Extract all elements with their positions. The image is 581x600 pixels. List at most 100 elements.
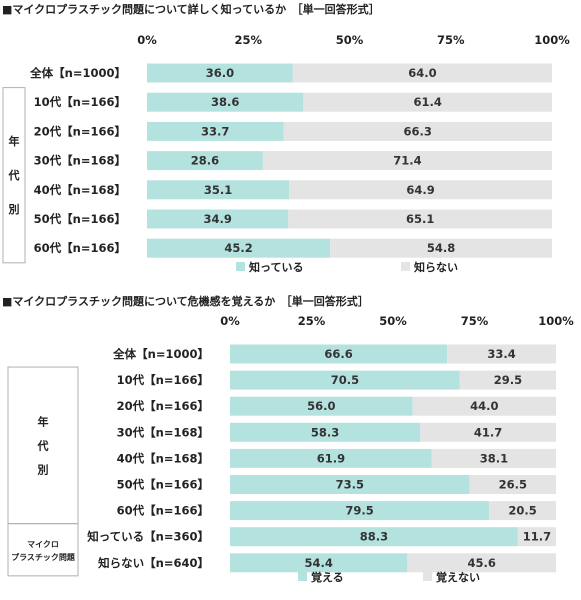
x-tick-label: 25% bbox=[234, 33, 262, 47]
data-label: 64.9 bbox=[406, 183, 434, 197]
category-label: 40代【n=168】 bbox=[34, 183, 126, 197]
chart-2: ■マイクロプラスチック問題について危機感を覚えるか ［単一回答形式］ 0% 25% 5… bbox=[2, 294, 574, 584]
bar-segment bbox=[412, 396, 556, 416]
x-tick-label: 100% bbox=[538, 314, 574, 328]
data-label: 66.3 bbox=[404, 124, 432, 138]
bar-segment bbox=[420, 422, 556, 442]
bar-segment bbox=[407, 553, 556, 573]
data-label: 41.7 bbox=[474, 425, 502, 439]
data-label: 38.1 bbox=[480, 451, 508, 465]
category-label: 60代【n=166】 bbox=[117, 504, 209, 518]
category-label: 全体【n=1000】 bbox=[29, 66, 126, 80]
bar-segment bbox=[147, 238, 331, 258]
data-label: 61.4 bbox=[413, 95, 441, 109]
data-label: 71.4 bbox=[393, 154, 421, 168]
data-label: 66.6 bbox=[324, 347, 352, 361]
category-label: 30代【n=168】 bbox=[117, 425, 209, 439]
data-label: 56.0 bbox=[307, 399, 335, 413]
bar-segment bbox=[469, 475, 556, 494]
data-label: 34.9 bbox=[203, 212, 231, 226]
category-label: 10代【n=166】 bbox=[34, 95, 126, 109]
data-label: 38.6 bbox=[211, 95, 239, 109]
data-label: 11.7 bbox=[523, 530, 551, 544]
bar-segment bbox=[230, 527, 518, 547]
x-tick-label: 25% bbox=[298, 314, 326, 328]
category-label: 全体【n=1000】 bbox=[112, 347, 209, 361]
data-label: 28.6 bbox=[191, 154, 219, 168]
bar-segment bbox=[230, 422, 421, 442]
legend-swatch bbox=[423, 572, 432, 581]
bar-segment bbox=[489, 501, 556, 521]
bar-segment bbox=[447, 344, 556, 364]
category-label: 30代【n=168】 bbox=[34, 154, 126, 168]
data-label: 45.2 bbox=[224, 241, 252, 255]
group-label: 別 bbox=[8, 202, 20, 216]
category-label: 40代【n=168】 bbox=[117, 451, 209, 465]
chart-title: ■マイクロプラスチック問題について危機感を覚えるか ［単一回答形式］ bbox=[2, 294, 369, 308]
data-label: 70.5 bbox=[331, 373, 359, 387]
category-label: 知らない【n=640】 bbox=[97, 556, 209, 570]
data-label: 58.3 bbox=[311, 425, 339, 439]
bar-segment bbox=[288, 209, 552, 229]
bar-segment bbox=[262, 151, 552, 171]
bar-segment bbox=[147, 92, 304, 112]
bar-segment bbox=[230, 396, 413, 416]
chart-1: ■マイクロプラスチック問題について詳しく知っているか ［単一回答形式］ 0% 25%… bbox=[2, 2, 570, 274]
group-label: 代 bbox=[8, 168, 20, 182]
legend-swatch bbox=[298, 572, 307, 581]
chart-title: ■マイクロプラスチック問題について詳しく知っているか ［単一回答形式］ bbox=[2, 2, 380, 16]
bar-segment bbox=[289, 180, 552, 200]
group-box bbox=[7, 523, 79, 577]
legend-swatch bbox=[401, 262, 410, 271]
bar-segment bbox=[330, 238, 552, 258]
data-label: 20.5 bbox=[508, 504, 536, 518]
x-tick-label: 0% bbox=[220, 314, 240, 328]
data-label: 33.7 bbox=[201, 124, 229, 138]
category-label: 60代【n=166】 bbox=[34, 241, 126, 255]
data-label: 79.5 bbox=[345, 504, 373, 518]
legend-label: 覚えない bbox=[435, 570, 480, 584]
data-label: 88.3 bbox=[360, 530, 388, 544]
bar-segment bbox=[517, 527, 556, 547]
legend-label: 知っている bbox=[248, 260, 303, 274]
data-label: 26.5 bbox=[499, 478, 527, 492]
category-label: 50代【n=166】 bbox=[34, 212, 126, 226]
bar-segment bbox=[230, 448, 432, 468]
group-label: プラスチック問題 bbox=[11, 552, 76, 562]
x-tick-label: 50% bbox=[379, 314, 407, 328]
data-label: 54.8 bbox=[427, 241, 455, 255]
data-label: 36.0 bbox=[206, 66, 234, 80]
bar-segment bbox=[147, 209, 289, 229]
x-tick-label: 50% bbox=[336, 33, 364, 47]
data-label: 45.6 bbox=[467, 556, 495, 570]
bar-segment bbox=[230, 553, 408, 573]
group-label: 年 bbox=[38, 414, 49, 428]
x-tick-label: 0% bbox=[137, 33, 157, 47]
category-label: 知っている【n=360】 bbox=[86, 530, 209, 544]
data-label: 65.1 bbox=[406, 212, 434, 226]
data-label: 35.1 bbox=[204, 183, 232, 197]
category-label: 50代【n=166】 bbox=[117, 478, 209, 492]
bar-segment bbox=[459, 370, 556, 390]
bar-segment bbox=[303, 92, 552, 112]
data-label: 61.9 bbox=[317, 451, 345, 465]
data-label: 33.4 bbox=[487, 347, 515, 361]
bar-segment bbox=[147, 121, 284, 141]
bar-segment bbox=[292, 63, 552, 83]
category-label: 20代【n=166】 bbox=[34, 124, 126, 138]
bar-segment bbox=[230, 344, 448, 364]
data-label: 54.4 bbox=[304, 556, 332, 570]
data-label: 64.0 bbox=[408, 66, 436, 80]
x-tick-label: 75% bbox=[437, 33, 465, 47]
bar-segment bbox=[431, 448, 556, 468]
x-tick-label: 75% bbox=[461, 314, 489, 328]
bar-segment bbox=[230, 370, 460, 390]
bar-segment bbox=[230, 501, 490, 521]
bar-segment bbox=[147, 63, 293, 83]
bar-segment bbox=[230, 475, 470, 494]
x-tick-label: 100% bbox=[534, 33, 570, 47]
bar-segment bbox=[147, 180, 290, 200]
data-label: 29.5 bbox=[494, 373, 522, 387]
group-label: 年 bbox=[9, 134, 20, 148]
